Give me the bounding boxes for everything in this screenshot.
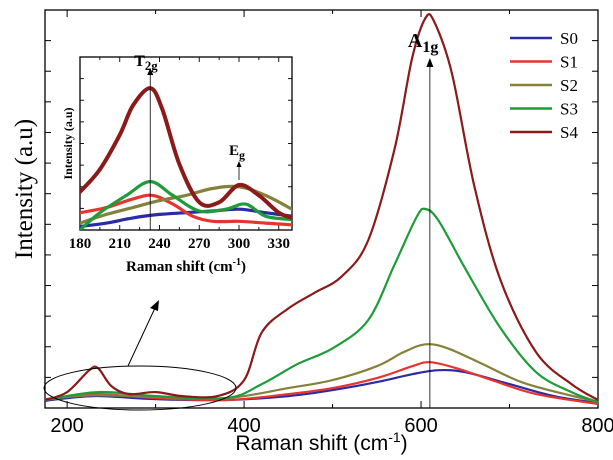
t2g-annotation-text: T <box>134 53 145 70</box>
legend-label-s1: S1 <box>560 53 578 72</box>
main-plot-frame <box>44 9 599 409</box>
callout-arrow-line <box>127 307 156 367</box>
inset-x-tick-label: 210 <box>109 236 132 252</box>
callout-arrowhead <box>150 300 159 311</box>
eg-annotation-subscript: g <box>239 148 245 162</box>
legend-label-s0: S0 <box>560 29 578 48</box>
inset-series-group <box>80 86 292 230</box>
inset-x-tick-label: 330 <box>268 236 291 252</box>
inset-x-tick-label: 240 <box>148 236 171 252</box>
series-line-s0 <box>44 368 599 405</box>
inset-x-tick-label: 300 <box>228 236 251 252</box>
inset-plot: 180 210 240 270 300 330 T2g Eg Raman shift (cm-1… <box>61 53 293 275</box>
a1g-annotation-text: A <box>408 30 423 52</box>
eg-annotation-text: E <box>229 143 239 159</box>
series-line-s4 <box>44 13 599 402</box>
x-tick-label: 400 <box>227 415 260 437</box>
inset-x-axis-label-superscript: -1 <box>233 257 241 268</box>
x-axis-label: Raman shift (cm-1) <box>235 429 407 455</box>
t2g-arrowhead <box>147 68 154 75</box>
overlay-marks <box>43 300 237 411</box>
t2g-annotation: T2g <box>134 53 158 73</box>
legend-label-s3: S3 <box>560 100 578 119</box>
inset-series-line-s3 <box>80 180 292 230</box>
series-line-s3 <box>44 207 599 404</box>
inset-x-axis-label-close: ) <box>241 259 246 275</box>
x-axis-label-text: Raman shift (cm <box>235 432 388 455</box>
inset-y-axis-label: Intensity (a.u) <box>61 107 75 179</box>
inset-x-tick-label: 270 <box>188 236 211 252</box>
t2g-annotation-subscript: 2g <box>145 59 158 73</box>
inset-series-line-s1 <box>80 193 292 227</box>
x-tick-label: 200 <box>50 415 83 437</box>
highlight-ellipse <box>43 365 237 411</box>
series-line-s1 <box>44 361 599 406</box>
x-tick-label: 600 <box>404 415 437 437</box>
inset-x-tick-label: 180 <box>69 236 92 252</box>
y-axis-label: Intensity (a.u) <box>11 119 38 259</box>
x-axis-label-superscript: -1 <box>388 429 401 445</box>
x-tick-label: 800 <box>581 415 613 437</box>
x-axis-label-close: ) <box>401 432 408 455</box>
inset-series-line-s4 <box>80 86 292 220</box>
inset-x-axis-label: Raman shift (cm-1) <box>126 257 246 275</box>
eg-arrowhead <box>236 161 242 167</box>
inset-x-axis-label-text: Raman shift (cm <box>126 259 233 275</box>
legend-label-s4: S4 <box>560 123 578 142</box>
eg-annotation: Eg <box>229 143 245 162</box>
a1g-annotation: A1g <box>408 30 438 56</box>
a1g-arrowhead <box>426 58 434 67</box>
legend-label-s2: S2 <box>560 76 578 95</box>
legend: S0 S1 S2 S3 S4 <box>510 29 578 142</box>
a1g-annotation-subscript: 1g <box>422 39 438 56</box>
